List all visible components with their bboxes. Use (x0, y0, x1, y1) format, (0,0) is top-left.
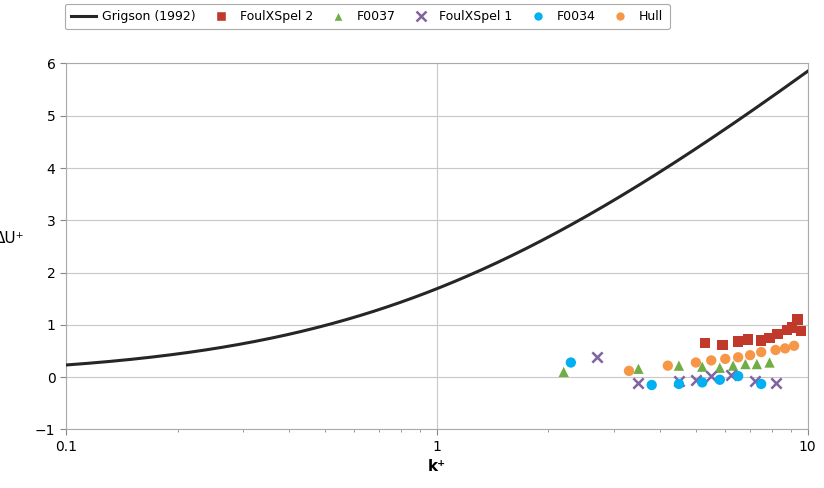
F0034 (645, 381, 658, 389)
FoulXSpel 1 (705, 372, 718, 380)
FoulXSpel 2 (741, 336, 754, 344)
FoulXSpel 1 (748, 377, 761, 385)
FoulXSpel 1 (690, 376, 703, 384)
FoulXSpel 2 (771, 330, 784, 338)
Grigson (1992) (462, 273, 472, 279)
Grigson (1992) (803, 68, 812, 74)
FoulXSpel 2 (716, 341, 729, 348)
Grigson (1992) (784, 81, 794, 87)
Hull (788, 342, 801, 350)
F0037 (672, 362, 686, 369)
Hull (732, 353, 745, 361)
F0034 (714, 376, 727, 384)
FoulXSpel 2 (699, 339, 712, 347)
Hull (779, 345, 792, 352)
F0037 (557, 368, 570, 376)
X-axis label: k⁺: k⁺ (428, 459, 446, 474)
FoulXSpel 2 (780, 326, 794, 334)
FoulXSpel 2 (794, 327, 808, 335)
Hull (661, 362, 674, 369)
Legend: Grigson (1992), FoulXSpel 2, F0037, FoulXSpel 1, F0034, Hull: Grigson (1992), FoulXSpel 2, F0037, Foul… (65, 4, 670, 29)
FoulXSpel 1 (632, 380, 645, 387)
FoulXSpel 2 (786, 324, 799, 331)
Grigson (1992) (669, 160, 679, 166)
F0037 (714, 364, 727, 372)
Hull (743, 351, 756, 359)
Hull (690, 359, 703, 366)
F0037 (763, 359, 776, 366)
F0034 (695, 379, 709, 386)
Hull (755, 348, 768, 356)
Hull (769, 346, 782, 354)
F0037 (727, 362, 740, 369)
Grigson (1992) (418, 291, 428, 297)
Hull (719, 355, 732, 363)
Hull (705, 357, 718, 365)
F0037 (750, 360, 763, 368)
FoulXSpel 2 (755, 337, 768, 345)
Y-axis label: ΔU⁺: ΔU⁺ (0, 231, 25, 246)
Line: Grigson (1992): Grigson (1992) (66, 71, 808, 365)
FoulXSpel 1 (724, 371, 737, 379)
FoulXSpel 1 (672, 377, 686, 385)
Hull (622, 367, 635, 375)
FoulXSpel 2 (791, 316, 804, 324)
FoulXSpel 1 (590, 353, 603, 361)
FoulXSpel 2 (732, 338, 745, 346)
F0037 (632, 365, 645, 373)
F0037 (695, 363, 709, 370)
Grigson (1992) (413, 293, 423, 299)
F0034 (755, 380, 768, 388)
Grigson (1992) (61, 362, 71, 368)
Grigson (1992) (503, 255, 513, 261)
F0034 (564, 359, 578, 366)
F0037 (739, 360, 752, 368)
FoulXSpel 2 (763, 334, 776, 342)
F0034 (672, 380, 686, 388)
FoulXSpel 1 (769, 380, 782, 387)
F0034 (732, 372, 745, 380)
